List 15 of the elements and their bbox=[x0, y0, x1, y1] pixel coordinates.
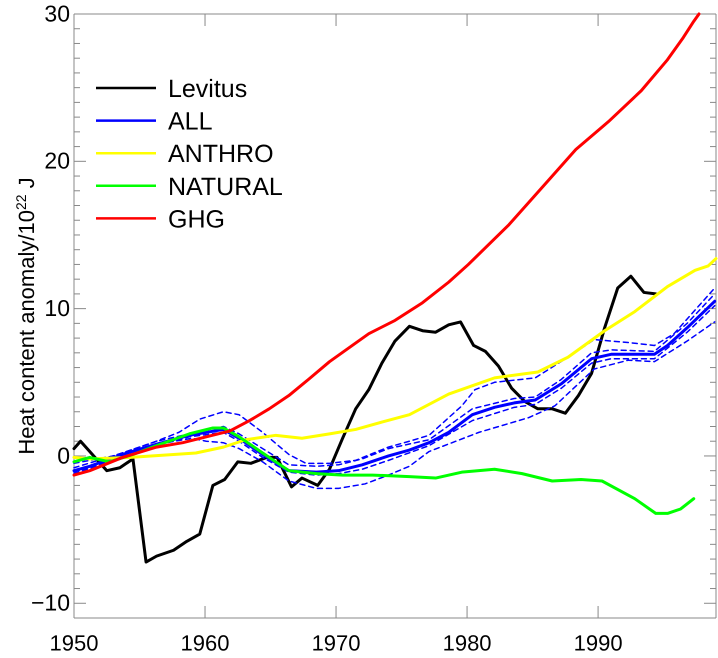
x-tick-label: 1970 bbox=[312, 630, 361, 656]
x-tick-label: 1980 bbox=[442, 630, 492, 656]
y-tick-label: 20 bbox=[44, 148, 70, 174]
y-tick-label: −10 bbox=[30, 590, 70, 616]
x-tick-label: 1960 bbox=[180, 630, 230, 656]
legend-label: GHG bbox=[168, 205, 225, 234]
legend-label: NATURAL bbox=[168, 172, 283, 201]
legend-label: Levitus bbox=[168, 75, 248, 103]
y-tick-label: 0 bbox=[57, 442, 70, 468]
x-tick-label: 1950 bbox=[50, 630, 98, 656]
y-tick-label: 30 bbox=[44, 0, 70, 26]
legend-label: ANTHRO bbox=[168, 140, 274, 168]
x-tick-label: 1990 bbox=[574, 630, 623, 656]
y-tick-label: 10 bbox=[44, 294, 70, 321]
legend-label: ALL bbox=[168, 108, 213, 136]
